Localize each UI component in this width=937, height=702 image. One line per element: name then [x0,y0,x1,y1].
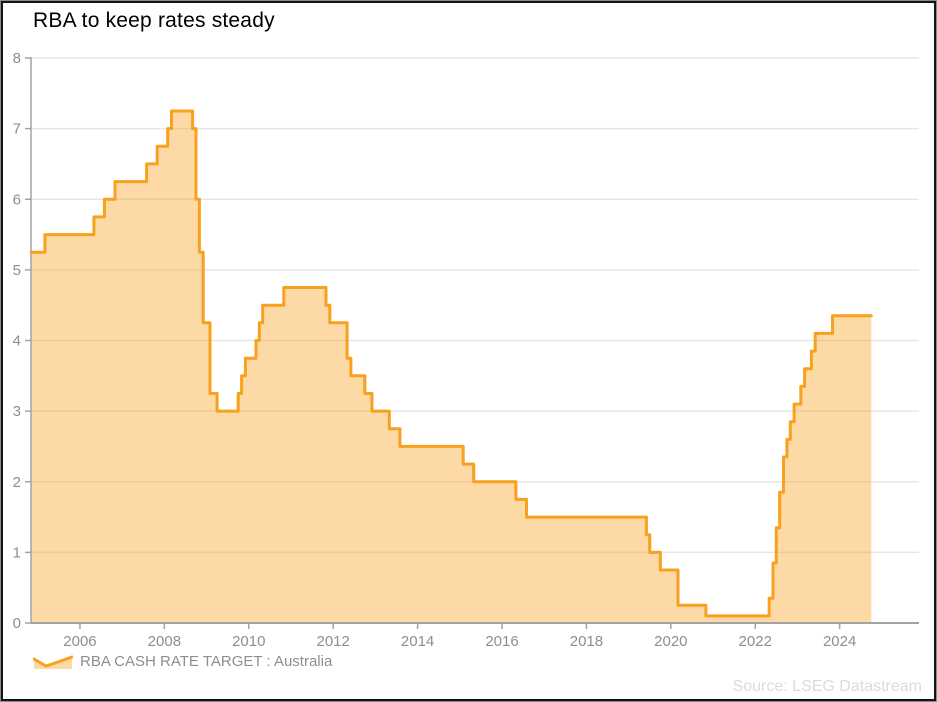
source-credit: Source: LSEG Datastream [732,678,922,695]
x-tick-label: 2008 [148,633,181,650]
y-tick-label: 7 [13,121,21,138]
chart-title: RBA to keep rates steady [33,9,275,32]
y-tick-label: 0 [13,615,21,632]
y-tick-label: 1 [13,544,21,561]
rate-line [29,109,873,618]
x-tick-label: 2006 [63,633,96,650]
x-tick-label: 2020 [654,633,687,650]
x-tick-label: 2024 [823,633,856,650]
x-tick-label: 2018 [570,633,603,650]
rate-area-fill [31,111,872,622]
y-tick-label: 5 [13,262,21,279]
x-tick-label: 2016 [485,633,518,650]
legend-area-swatch-icon [33,655,73,669]
y-tick-label: 2 [13,474,21,491]
y-tick-label: 8 [13,50,21,67]
y-tick-label: 4 [13,333,21,350]
x-tick-label: 2010 [232,633,265,650]
x-tick-label: 2014 [401,633,434,650]
x-tick-label: 2022 [739,633,772,650]
y-tick-label: 3 [13,403,21,420]
y-tick-label: 6 [13,191,21,208]
legend: RBA CASH RATE TARGET : Australia [33,653,332,670]
x-tick-label: 2012 [317,633,350,650]
legend-label: RBA CASH RATE TARGET : Australia [80,653,333,670]
